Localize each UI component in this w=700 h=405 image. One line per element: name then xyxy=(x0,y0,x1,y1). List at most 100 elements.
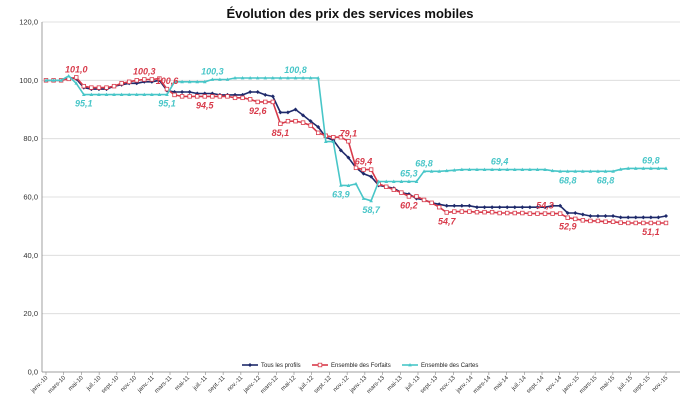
data-point xyxy=(149,77,155,82)
data-point xyxy=(557,211,563,216)
data-point xyxy=(255,99,260,105)
data-point xyxy=(663,220,669,226)
data-point xyxy=(565,215,570,220)
data-point xyxy=(126,79,132,84)
data-point xyxy=(505,205,510,210)
data-point xyxy=(482,209,487,215)
data-label: 100,6 xyxy=(156,76,180,86)
legend-label-1: Tous les profils xyxy=(261,363,301,369)
data-point xyxy=(527,211,533,216)
data-point xyxy=(414,194,419,199)
data-point xyxy=(565,169,570,173)
data-point xyxy=(165,92,169,97)
data-point xyxy=(626,215,631,220)
data-point xyxy=(641,166,646,170)
data-point xyxy=(331,135,336,140)
data-point xyxy=(399,179,404,183)
data-point xyxy=(588,218,593,224)
data-point xyxy=(444,203,449,208)
x-tick-label: janv.-13 xyxy=(349,375,369,395)
data-point xyxy=(497,205,502,210)
x-tick-label: janv.-14 xyxy=(455,375,475,395)
x-tick-label: nov.-13 xyxy=(439,375,458,394)
data-point xyxy=(475,167,479,171)
data-point xyxy=(611,169,615,173)
data-point xyxy=(180,79,184,84)
data-label: 60,2 xyxy=(400,200,418,210)
data-point xyxy=(187,79,192,84)
data-point xyxy=(301,113,306,118)
data-point xyxy=(74,75,79,80)
data-point xyxy=(97,92,101,97)
data-point xyxy=(187,90,192,94)
data-point xyxy=(248,76,252,80)
data-point xyxy=(308,123,313,128)
data-point xyxy=(512,210,517,216)
data-point xyxy=(225,77,230,81)
data-point xyxy=(316,125,321,129)
data-point xyxy=(603,219,608,224)
data-point xyxy=(150,92,154,97)
data-point xyxy=(573,169,578,173)
data-point xyxy=(422,169,426,173)
data-point xyxy=(331,139,336,143)
data-label: 101,0 xyxy=(65,64,88,74)
data-point xyxy=(293,118,298,124)
data-point xyxy=(285,110,290,115)
data-label: 92,6 xyxy=(249,106,268,116)
data-point xyxy=(248,90,253,94)
data-point xyxy=(172,79,177,84)
data-point xyxy=(134,92,139,97)
data-point xyxy=(633,215,638,220)
x-tick-label: sept.-12 xyxy=(313,375,333,395)
data-point xyxy=(505,167,510,171)
data-point xyxy=(467,209,472,214)
data-label: 69,4 xyxy=(491,157,509,167)
data-label: 79,1 xyxy=(340,128,358,138)
data-label: 63,9 xyxy=(332,189,350,199)
x-tick-label: mai-12 xyxy=(280,375,298,393)
data-point xyxy=(285,118,291,124)
data-point xyxy=(399,190,404,195)
data-point xyxy=(361,196,366,200)
data-point xyxy=(247,97,253,102)
data-point xyxy=(656,220,661,226)
x-tick-label: mars-11 xyxy=(154,375,174,395)
data-point xyxy=(407,179,411,183)
data-point xyxy=(467,203,472,208)
data-point xyxy=(338,135,344,140)
data-point xyxy=(550,168,555,173)
data-point xyxy=(603,213,608,218)
data-label: 54,3 xyxy=(536,201,554,211)
data-point xyxy=(648,220,654,226)
data-point xyxy=(618,215,623,220)
data-point xyxy=(195,79,200,84)
data-point xyxy=(528,167,532,171)
data-point xyxy=(180,90,185,94)
legend-marker xyxy=(408,363,412,367)
data-point xyxy=(233,76,237,80)
x-tick-label: nov.-12 xyxy=(332,375,351,394)
data-point xyxy=(580,212,585,217)
data-point xyxy=(618,220,623,225)
data-point xyxy=(51,78,56,82)
data-point xyxy=(437,169,441,173)
data-point xyxy=(664,213,668,218)
data-point xyxy=(210,77,215,81)
data-point xyxy=(505,210,510,216)
data-point xyxy=(82,92,86,97)
data-point xyxy=(44,78,48,82)
data-point xyxy=(339,183,343,187)
data-point xyxy=(218,77,222,81)
data-label: 100,3 xyxy=(133,66,156,76)
data-point xyxy=(595,218,601,224)
data-label: 95,1 xyxy=(158,99,176,109)
data-point xyxy=(308,76,313,80)
data-point xyxy=(353,165,359,171)
data-point xyxy=(573,216,578,222)
x-tick-label: mars-10 xyxy=(47,375,67,395)
legend-label-3: Ensemble des Cartes xyxy=(421,363,478,369)
data-point xyxy=(452,203,457,208)
data-point xyxy=(104,92,109,97)
